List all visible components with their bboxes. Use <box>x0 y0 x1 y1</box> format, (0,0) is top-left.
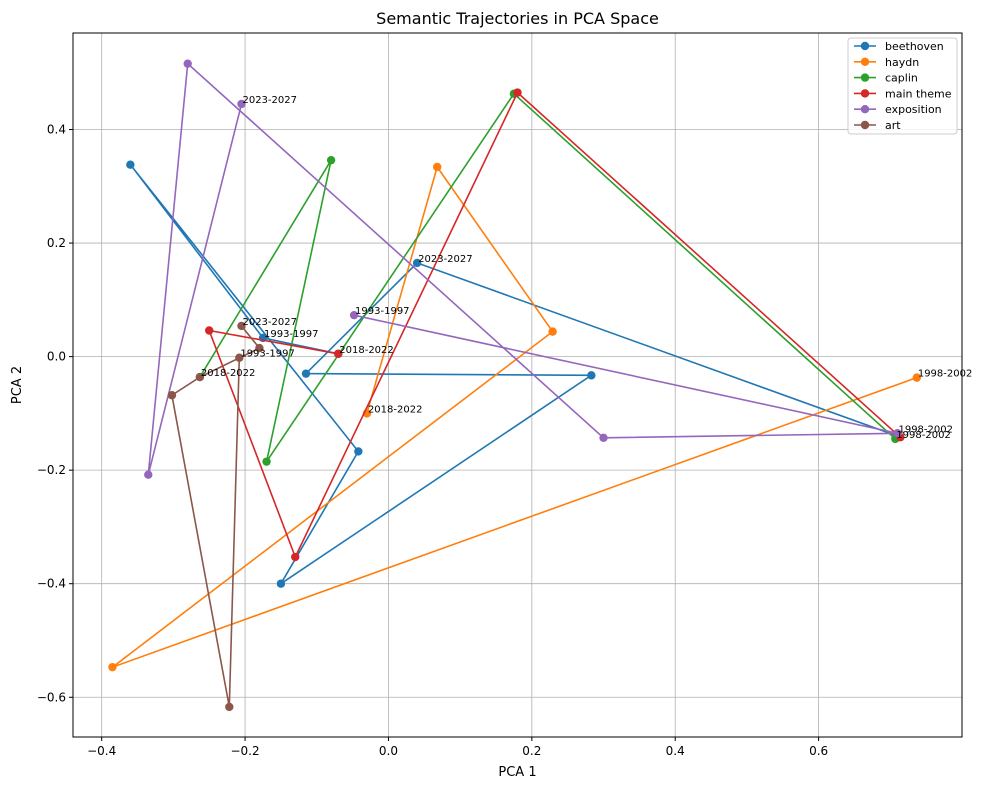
data-point-haydn <box>912 373 922 382</box>
legend-label-beethoven: beethoven <box>885 40 944 53</box>
legend-item-caplin: caplin <box>854 72 918 85</box>
data-point-haydn <box>433 162 442 172</box>
point-label-exposition: 1998-2002 <box>898 424 953 435</box>
point-label-caplin: 2018-2022 <box>201 368 256 379</box>
x-tick-label: 0.6 <box>809 744 828 758</box>
data-point-art <box>225 702 234 712</box>
x-axis-label: PCA 1 <box>498 765 536 780</box>
legend-item-haydn: haydn <box>854 56 919 69</box>
data-point-exposition <box>599 433 608 442</box>
data-point-caplin <box>326 155 336 165</box>
legend-marker-beethoven <box>860 41 870 51</box>
y-tick-label: 0.4 <box>47 123 66 137</box>
data-point-main-theme <box>291 552 300 562</box>
legend-label-caplin: caplin <box>885 72 918 85</box>
data-point-art <box>237 321 246 331</box>
y-tick-label: 0.0 <box>47 350 66 364</box>
point-label-art: 2023-2027 <box>242 317 297 328</box>
data-point-main-theme <box>205 326 214 335</box>
data-point-exposition <box>349 310 359 320</box>
point-label-haydn: 2018-2022 <box>368 404 423 415</box>
tick-layer: −0.4 −0.2 0.0 0.2 0.4 0.6 −0.6 −0.4 −0.2 0.0 0.2 0.… <box>37 123 828 758</box>
legend-marker-exposition <box>860 105 870 114</box>
point-label-layer: 2023-20271993-19972018-20221998-20022018… <box>201 95 972 441</box>
data-point-art <box>255 343 264 353</box>
point-label-exposition: 1993-1997 <box>355 306 410 317</box>
series-exposition <box>144 59 902 479</box>
legend-label-main-theme: main theme <box>885 87 952 100</box>
data-point-art <box>195 372 205 382</box>
data-point-haydn <box>548 327 557 336</box>
data-point-art <box>235 353 244 362</box>
x-tick-label: 0.2 <box>522 744 541 758</box>
data-point-beethoven <box>126 160 135 169</box>
data-point-beethoven <box>276 579 286 588</box>
point-label-beethoven: 2023-2027 <box>418 254 473 265</box>
legend-marker-caplin <box>860 73 870 82</box>
legend-marker-haydn <box>860 57 870 66</box>
x-tick-label: 0.0 <box>379 744 398 758</box>
legend-label-haydn: haydn <box>885 56 919 69</box>
data-point-beethoven <box>587 371 596 380</box>
y-tick-label: −0.4 <box>37 577 66 591</box>
x-tick-label: 0.4 <box>666 744 685 758</box>
legend-item-main-theme: main theme <box>854 87 952 100</box>
data-point-caplin <box>262 457 271 466</box>
series-layer <box>108 59 922 712</box>
data-point-beethoven <box>301 369 311 378</box>
legend-label-art: art <box>885 119 901 132</box>
legend-item-exposition: exposition <box>854 103 942 116</box>
data-point-main-theme <box>334 349 343 358</box>
y-tick-label: −0.6 <box>37 690 66 704</box>
legend-item-art: art <box>854 119 901 132</box>
legend-marker-art <box>860 120 870 130</box>
data-point-exposition <box>237 99 246 109</box>
point-label-haydn: 1998-2002 <box>918 369 973 380</box>
legend-label-exposition: exposition <box>885 103 942 116</box>
series-art <box>167 321 264 712</box>
point-label-caplin: 1998-2002 <box>896 430 951 441</box>
x-tick-label: −0.2 <box>230 744 259 758</box>
series-line-exposition <box>147 62 898 475</box>
chart-title: Semantic Trajectories in PCA Space <box>376 9 659 28</box>
point-label-main-theme: 2018-2022 <box>339 345 394 356</box>
y-tick-label: −0.2 <box>37 463 66 477</box>
x-tick-label: −0.4 <box>87 744 116 758</box>
data-point-beethoven <box>412 258 422 268</box>
point-label-exposition: 2023-2027 <box>242 95 297 106</box>
data-point-beethoven <box>354 447 363 456</box>
data-point-exposition <box>893 429 902 438</box>
data-point-exposition <box>183 59 192 68</box>
legend-item-beethoven: beethoven <box>854 40 944 53</box>
y-axis-label: PCA 2 <box>10 366 25 404</box>
data-point-art <box>167 391 177 400</box>
y-tick-label: 0.2 <box>47 236 66 250</box>
point-label-beethoven: 1993-1997 <box>264 329 319 340</box>
data-point-main-theme <box>513 88 522 97</box>
legend-marker-main-theme <box>860 89 870 98</box>
legend: beethoven haydn caplin main theme exposition… <box>847 37 958 135</box>
series-line-art <box>171 325 261 708</box>
point-label-art: 1993-1997 <box>240 349 295 360</box>
data-point-haydn <box>108 662 117 672</box>
data-point-exposition <box>144 470 153 479</box>
plot-frame <box>72 32 963 738</box>
